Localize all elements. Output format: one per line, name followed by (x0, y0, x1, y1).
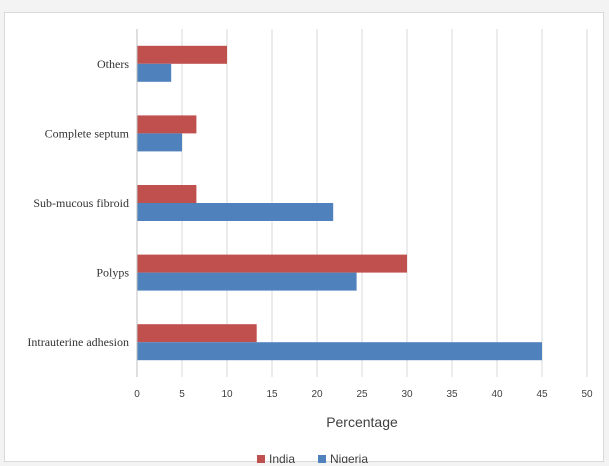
legend-label: India (269, 452, 295, 463)
x-tick-label: 25 (356, 389, 368, 400)
category-labels: Intrauterine adhesion Polyps Sub-mucous fi… (27, 57, 129, 349)
x-tick-label: 40 (491, 389, 503, 400)
bar-nigeria (137, 133, 182, 152)
bar-india (137, 45, 227, 64)
bars (137, 45, 542, 361)
category-label: Polyps (96, 266, 129, 280)
bar-nigeria (137, 272, 357, 291)
bar-india (137, 115, 197, 134)
x-tick-label: 35 (446, 389, 458, 400)
category-label: Complete septum (45, 126, 130, 140)
bar-nigeria (137, 203, 334, 221)
legend-label: Nigeria (330, 452, 368, 463)
category-label: Sub-mucous fibroid (33, 196, 129, 210)
legend: India Nigeria (257, 452, 368, 463)
x-tick-label: 45 (536, 389, 548, 400)
category-label: Others (97, 57, 129, 71)
chart-frame: Intrauterine adhesion Polyps Sub-mucous fi… (4, 12, 604, 463)
x-tick-label: 50 (581, 389, 593, 400)
bar-india (137, 185, 197, 203)
bar-nigeria (137, 63, 172, 82)
gridlines (181, 29, 588, 377)
legend-swatch-nigeria (318, 455, 326, 463)
x-tick-label: 0 (134, 389, 140, 400)
x-tick-label: 20 (311, 389, 323, 400)
bar-india (137, 324, 257, 343)
x-axis-title: Percentage (326, 414, 398, 430)
bar-chart: Intrauterine adhesion Polyps Sub-mucous fi… (27, 29, 593, 463)
bar-nigeria (137, 342, 542, 361)
x-tick-label: 30 (401, 389, 413, 400)
x-tick-label: 5 (179, 389, 185, 400)
category-label: Intrauterine adhesion (27, 335, 129, 349)
bar-india (137, 254, 407, 273)
x-tick-labels: 0 5 10 15 20 25 30 35 40 45 50 (134, 389, 593, 400)
x-tick-label: 10 (221, 389, 233, 400)
x-tick-label: 15 (266, 389, 278, 400)
legend-swatch-india (257, 455, 265, 463)
